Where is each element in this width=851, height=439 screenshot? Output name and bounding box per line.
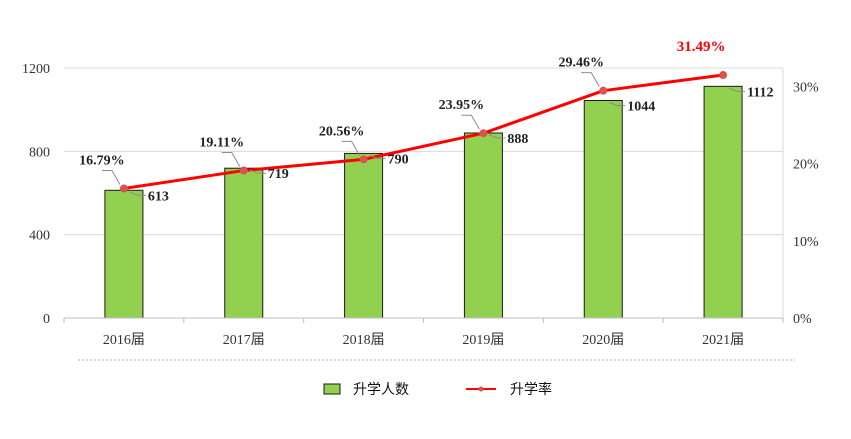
right-axis-ticks: 0% 10% 20% 30% xyxy=(793,81,819,327)
bar-value-label: 719 xyxy=(268,167,289,182)
category-label: 2016届 xyxy=(103,333,145,348)
rate-line xyxy=(123,73,724,190)
gridlines xyxy=(64,67,784,319)
bar xyxy=(344,152,384,319)
category-label: 2017届 xyxy=(223,333,265,348)
leader-lines xyxy=(101,72,746,196)
left-tick-label: 400 xyxy=(29,229,50,244)
right-tick-label: 30% xyxy=(793,81,819,96)
bar-value-label: 790 xyxy=(388,152,409,167)
bar-value-label: 888 xyxy=(507,132,528,147)
rate-leader xyxy=(461,114,480,130)
rate-value-label: 23.95% xyxy=(439,98,485,113)
legend-line-label: 升学率 xyxy=(510,381,552,398)
rate-marker xyxy=(479,129,488,138)
category-label: 2021届 xyxy=(702,333,744,348)
rate-leader xyxy=(101,169,121,185)
left-tick-label: 0 xyxy=(43,312,50,327)
rate-marker xyxy=(239,166,248,175)
value-leader xyxy=(369,154,386,159)
rate-value-label: 19.11% xyxy=(199,136,244,151)
rate-marker xyxy=(599,86,608,95)
rate-marker xyxy=(719,71,728,80)
rate-value-label: 29.46% xyxy=(559,56,605,71)
rate-leader xyxy=(341,140,361,156)
bar-value-label: 613 xyxy=(148,189,169,204)
bar-series xyxy=(104,85,743,319)
bar xyxy=(703,85,743,319)
category-axis: 2016届 2017届 2018届 2019届 2020届 2021届 xyxy=(63,317,784,348)
rate-value-label: 31.49% xyxy=(677,39,726,55)
bar xyxy=(224,167,264,319)
legend-bar-label: 升学人数 xyxy=(353,382,409,398)
legend: 升学人数 升学率 xyxy=(323,381,552,398)
value-leader xyxy=(489,134,506,139)
category-label: 2020届 xyxy=(582,333,624,348)
rate-marker xyxy=(119,184,128,193)
value-leader xyxy=(249,169,266,174)
value-leader xyxy=(609,102,626,106)
bar-value-label: 1112 xyxy=(747,85,773,100)
bar xyxy=(463,132,503,319)
category-label: 2018届 xyxy=(343,333,385,348)
rate-leader xyxy=(221,152,241,167)
value-leader xyxy=(728,87,746,92)
right-tick-label: 0% xyxy=(793,312,812,327)
bar-value-label: 1044 xyxy=(627,100,655,115)
legend-bar-swatch xyxy=(323,383,341,395)
rate-marker xyxy=(359,155,368,164)
rate-value-label: 16.79% xyxy=(79,153,125,168)
bar xyxy=(104,189,144,319)
legend-line-marker xyxy=(478,386,484,392)
value-leader xyxy=(129,191,146,196)
rate-value-label: 20.56% xyxy=(319,124,365,139)
bar xyxy=(583,100,623,319)
left-axis-ticks: 0 400 800 1200 xyxy=(22,62,50,327)
rate-leader xyxy=(581,72,600,87)
data-labels: 613 719 790 888 1044 1112 16.79% 19.11% 20.56% 23… xyxy=(79,39,773,204)
line-series xyxy=(119,71,728,193)
category-label: 2019届 xyxy=(462,333,504,348)
right-tick-label: 20% xyxy=(793,158,819,173)
left-tick-label: 800 xyxy=(29,145,50,160)
right-tick-label: 10% xyxy=(793,235,819,250)
left-tick-label: 1200 xyxy=(22,62,50,77)
